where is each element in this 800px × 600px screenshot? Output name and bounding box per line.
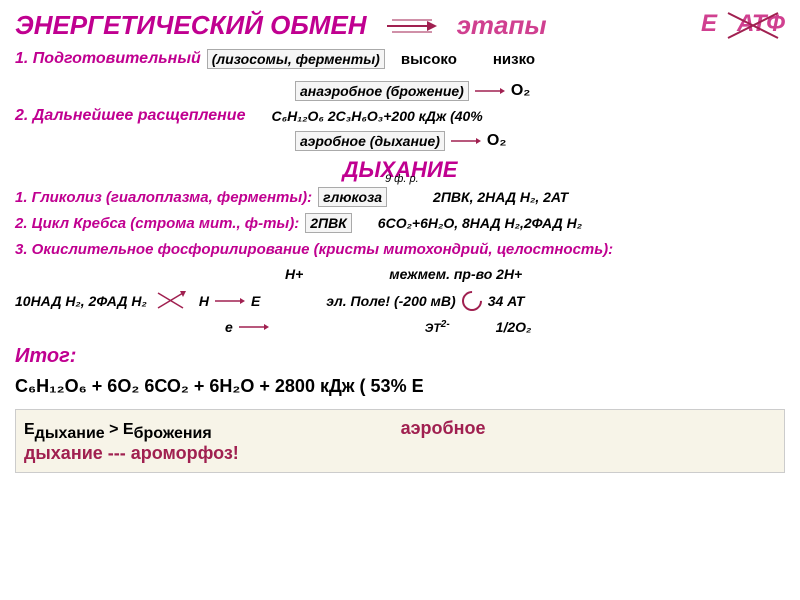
arrow-icon <box>239 322 269 332</box>
glucose-label: глюкоза <box>318 187 387 207</box>
item1-paren: (лизосомы, ферменты) <box>207 49 385 69</box>
aerobic-label: аэробное (дыхание) <box>295 131 445 151</box>
item1-label: 1. Подготовительный <box>15 50 201 68</box>
gt-e: > Е <box>109 421 133 438</box>
membrane-label: межмем. пр-во 2Н+ <box>389 266 522 282</box>
glycolysis-label: 1. Гликолиз (гиалоплазма, ферменты): <box>15 189 312 206</box>
oxid-label: 3. Окислительное фосфорилирование (крист… <box>15 241 613 258</box>
result-formula: С₆Н₁₂О₆ + 6О₂ 6СО₂ + 6Н₂О + 2800 кДж ( 5… <box>15 376 785 397</box>
nad-label: 10НАД Н₂, 2ФАД Н₂ <box>15 293 147 309</box>
pvk-label: 2ПВК <box>305 213 352 233</box>
field-label: эл. Поле! (-200 мВ) <box>326 293 455 309</box>
krebs-result: 6СО₂+6Н₂О, 8НАД Н₂,2ФАД Н₂ <box>378 215 582 231</box>
glyc-result: 2ПВК, 2НАД Н₂, 2АТ <box>433 189 568 205</box>
e-label2: Е <box>251 293 260 309</box>
stages-label: этапы <box>457 10 547 41</box>
krebs-label: 2. Цикл Кребса (строма мит., ф-ты): <box>15 215 299 232</box>
h-label: Н <box>199 293 209 309</box>
etc-label: ЭТ2- <box>425 319 450 335</box>
e-breath: Е <box>24 421 35 438</box>
breath-sub: дыхание <box>35 425 105 442</box>
o2-label: О₂ <box>487 132 507 150</box>
arrow-icon <box>387 16 437 36</box>
main-title: Энергетический обмен <box>15 10 367 41</box>
arrow-icon <box>215 296 245 306</box>
formula1: С₆Н₁₂О₆ 2С₃Н₆О₃+200 кДж (40% <box>271 108 482 124</box>
e-minus: е <box>225 319 233 335</box>
o2-label: О₂ <box>511 82 531 100</box>
aerobic2: аэробное <box>401 418 486 438</box>
atp34-label: 34 АТ <box>488 293 525 309</box>
arrow-icon <box>153 288 193 313</box>
cross-icon <box>718 8 788 43</box>
arrow-icon <box>451 136 481 146</box>
half-o2: 1/2О₂ <box>496 319 532 335</box>
anaerobic-label: анаэробное (брожение) <box>295 81 469 101</box>
item2-label: 2. Дальнейшее расщепление <box>15 107 245 125</box>
high-label: высоко <box>401 51 457 68</box>
bottom-box: Едыхание > Еброжения аэробное дыхание --… <box>15 409 785 473</box>
arrow-icon <box>475 86 505 96</box>
nine-fr: 9 ф. р. <box>385 173 419 185</box>
result-label: Итог: <box>15 345 785 368</box>
e-label: Е <box>701 10 717 37</box>
ferment-sub: брожения <box>134 425 212 442</box>
hplus-label: Н+ <box>285 266 303 282</box>
circle-arrow-icon <box>458 286 486 314</box>
low-label: низко <box>493 51 535 68</box>
aromorph: дыхание --- ароморфоз! <box>24 443 776 464</box>
